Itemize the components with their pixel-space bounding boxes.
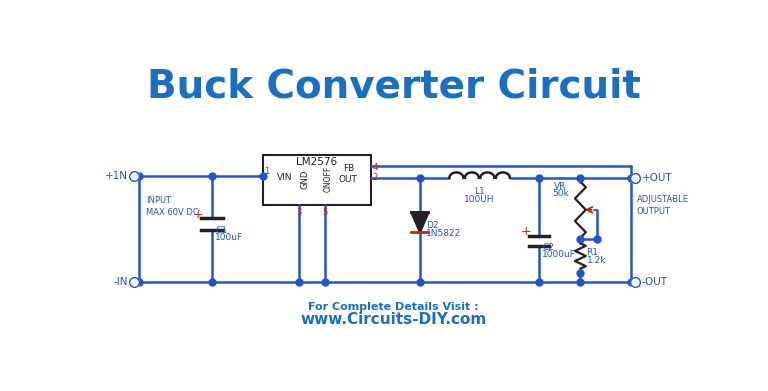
- Text: 1000uF: 1000uF: [542, 250, 576, 259]
- Text: 1.2k: 1.2k: [587, 256, 606, 265]
- Text: 1N5822: 1N5822: [426, 229, 462, 238]
- Bar: [263, 155, 371, 205]
- Text: -IN: -IN: [113, 277, 127, 287]
- Text: 4: 4: [372, 163, 378, 172]
- Text: +: +: [193, 208, 204, 221]
- Text: -OUT: -OUT: [641, 277, 667, 287]
- Text: 50k: 50k: [552, 190, 568, 199]
- Text: 1: 1: [264, 167, 270, 176]
- Text: For Complete Details Visit :: For Complete Details Visit :: [308, 302, 479, 312]
- Text: VIN: VIN: [276, 173, 292, 182]
- Text: 3: 3: [296, 208, 302, 217]
- Text: GND: GND: [301, 170, 310, 189]
- Text: ONOFF: ONOFF: [324, 166, 333, 192]
- Text: FB: FB: [343, 164, 354, 173]
- Text: +: +: [521, 225, 531, 238]
- Text: www.Circuits-DIY.com: www.Circuits-DIY.com: [300, 312, 487, 327]
- Text: ADJUSTABLE
OUTPUT: ADJUSTABLE OUTPUT: [637, 195, 689, 216]
- Text: VR: VR: [554, 182, 567, 191]
- Polygon shape: [412, 212, 429, 233]
- Text: OUT: OUT: [338, 175, 357, 184]
- Text: L1: L1: [475, 187, 485, 196]
- Text: C2: C2: [542, 243, 554, 252]
- Text: +1N: +1N: [104, 171, 127, 181]
- Text: R1: R1: [587, 248, 598, 257]
- Text: +OUT: +OUT: [641, 173, 672, 183]
- Text: Buck Converter Circuit: Buck Converter Circuit: [147, 68, 641, 106]
- Text: 100UH: 100UH: [465, 195, 495, 204]
- Text: 100uF: 100uF: [215, 233, 243, 242]
- Text: LM2576: LM2576: [296, 158, 337, 167]
- Text: INPUT
MAX 60V DC: INPUT MAX 60V DC: [147, 196, 199, 217]
- Text: 5: 5: [322, 208, 327, 217]
- Text: D2: D2: [426, 221, 439, 230]
- Text: 2: 2: [372, 173, 378, 182]
- Text: C1: C1: [215, 226, 227, 235]
